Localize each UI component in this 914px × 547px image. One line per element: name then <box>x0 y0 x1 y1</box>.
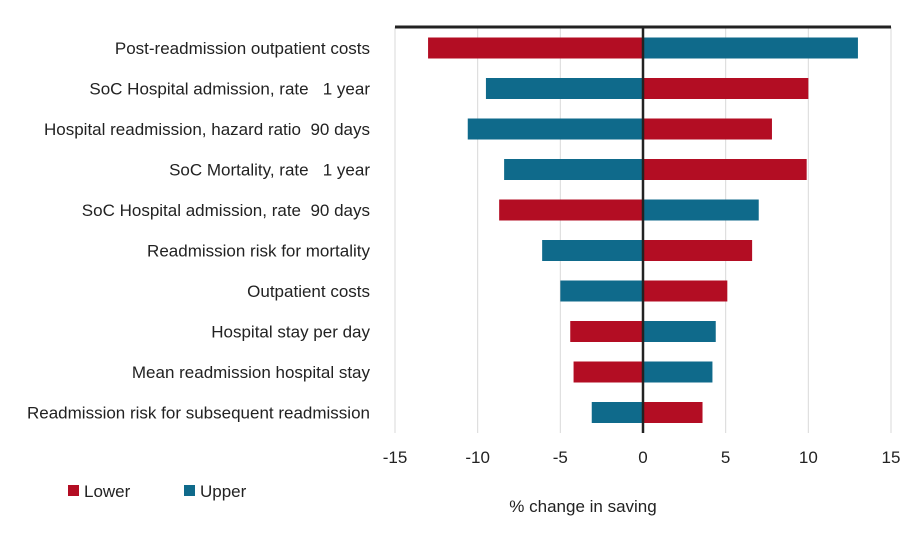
axes <box>395 25 891 433</box>
category-label: Hospital stay per day <box>211 323 370 342</box>
bar-upper <box>643 321 716 342</box>
category-label: Hospital readmission, hazard ratio 90 da… <box>44 120 370 139</box>
bar-lower <box>499 199 643 221</box>
x-tick-label: 10 <box>799 448 818 467</box>
legend-label-lower: Lower <box>84 482 131 501</box>
x-tick-labels: -15 -10 -5 0 5 10 15 <box>383 448 901 467</box>
x-tick-label: -15 <box>383 448 408 467</box>
bar-upper <box>504 159 643 180</box>
bar-lower <box>643 402 703 423</box>
bar-upper <box>643 361 713 383</box>
x-tick-label: 5 <box>721 448 730 467</box>
bar-upper <box>542 240 643 261</box>
bar-lower <box>643 118 772 140</box>
bar-lower <box>570 321 643 342</box>
legend-swatch-upper <box>184 485 195 496</box>
bar-upper <box>643 37 858 59</box>
x-tick-label: 0 <box>638 448 647 467</box>
x-tick-label: 15 <box>882 448 901 467</box>
bar-upper <box>485 78 643 99</box>
category-label: Post-readmission outpatient costs <box>115 39 370 58</box>
category-label: SoC Hospital admission, rate 90 days <box>82 201 370 220</box>
bars <box>428 37 858 423</box>
category-label: Outpatient costs <box>247 282 370 301</box>
category-label: Readmission risk for mortality <box>147 242 370 261</box>
bar-lower <box>428 37 643 59</box>
bar-lower <box>573 361 643 383</box>
category-label: SoC Hospital admission, rate 1 year <box>89 80 370 99</box>
bar-lower <box>643 78 809 99</box>
category-label: Mean readmission hospital stay <box>132 363 371 382</box>
category-labels: Post-readmission outpatient costs SoC Hos… <box>27 39 370 423</box>
category-label: Readmission risk for subsequent readmiss… <box>27 404 370 423</box>
bar-lower <box>643 240 753 261</box>
category-label: SoC Mortality, rate 1 year <box>169 161 370 180</box>
bar-lower <box>643 280 728 302</box>
legend-swatch-lower <box>68 485 79 496</box>
legend-label-upper: Upper <box>200 482 247 501</box>
bar-upper <box>591 402 643 423</box>
legend: Lower Upper <box>68 482 247 501</box>
x-axis-title: % change in saving <box>509 497 656 516</box>
x-tick-label: -10 <box>465 448 490 467</box>
bar-lower <box>643 159 807 180</box>
bar-upper <box>643 199 759 221</box>
bar-upper <box>467 118 643 140</box>
bar-upper <box>560 280 643 302</box>
x-tick-label: -5 <box>553 448 568 467</box>
